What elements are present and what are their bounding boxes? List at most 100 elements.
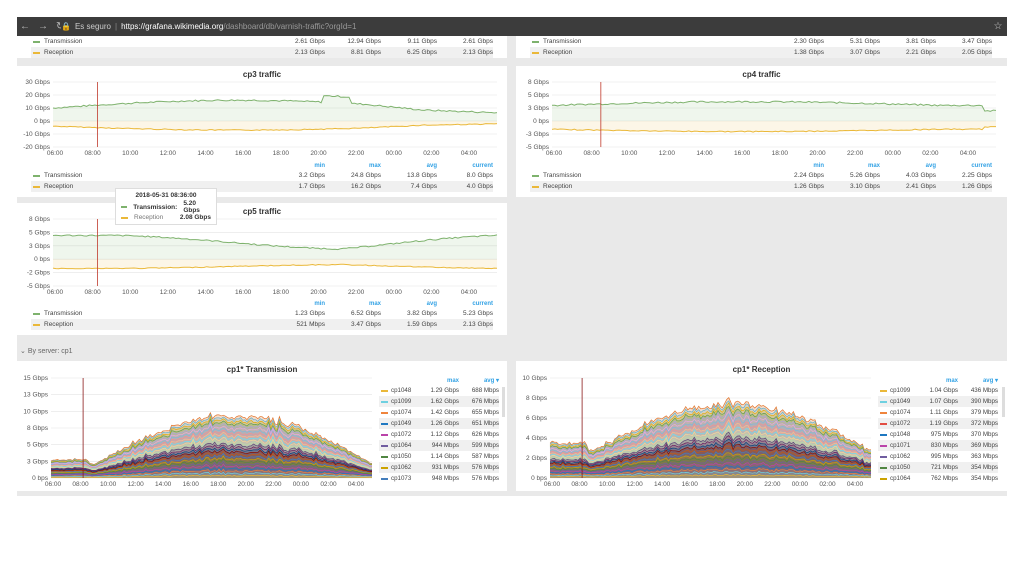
legend-row-cp1048[interactable]: cp1048 975 Mbps 370 Mbps	[878, 429, 998, 440]
chart-svg[interactable]: 15 Gbps 13 Gbps 10 Gbps 8 Gbps 5 Gbps 3 Gbps 0…	[21, 375, 376, 488]
y-tick-label: 15 Gbps	[23, 375, 48, 382]
legend-current-value: 3.47 Gbps	[962, 38, 992, 45]
legend-row-cp1071[interactable]: cp1071 830 Mbps 369 Mbps	[878, 440, 998, 451]
x-tick-label: 02:00	[423, 150, 440, 157]
legend-row-cp1072[interactable]: cp1072 1.12 Gbps 626 Mbps	[379, 429, 499, 440]
legend-max-value: 5.31 Gbps	[850, 38, 880, 45]
back-icon[interactable]: ←	[20, 21, 30, 32]
y-tick-label: 0 bps	[32, 475, 49, 482]
row-toggle-cp1[interactable]: ⌄ By server: cp1	[20, 347, 73, 355]
address-bar[interactable]: 🔒 Es seguro | https://grafana.wikimedia.…	[61, 19, 989, 34]
legend-max-value: 1.07 Gbps	[929, 398, 958, 405]
transmission-line	[551, 100, 997, 112]
legend-row-cp1072[interactable]: cp1072 1.19 Gbps 372 Mbps	[878, 418, 998, 429]
legend-row-cp1064[interactable]: cp1064 762 Mbps 354 Mbps	[878, 473, 998, 484]
chart-svg[interactable]: 30 Gbps 20 Gbps 10 Gbps 0 bps -10 Gbps -20 Gb…	[21, 79, 501, 157]
legend-max-value: 1.12 Gbps	[430, 431, 459, 438]
legend-row-transmission[interactable]: Transmission 2.61 Gbps 12.94 Gbps 9.11 Gbps…	[31, 36, 493, 47]
legend-max-value: 3.07 Gbps	[850, 49, 880, 56]
legend-row-transmission[interactable]: Transmission 3.2 Gbps 24.8 Gbps 13.8 Gbps 8.…	[31, 170, 493, 181]
legend-row-cp1074[interactable]: cp1074 1.11 Gbps 379 Mbps	[878, 407, 998, 418]
legend-row-reception[interactable]: Reception 1.26 Gbps 3.10 Gbps 2.41 Gbps 1.26…	[530, 181, 992, 192]
panel-title[interactable]: cp3 traffic	[242, 70, 282, 79]
series-swatch	[880, 389, 887, 392]
legend-min-value: 1.7 Gbps	[298, 183, 325, 190]
series-name: cp1049	[890, 398, 911, 405]
stacked-series-line	[549, 402, 872, 454]
legend-max-value: 5.26 Gbps	[850, 172, 880, 179]
stacked-series-line	[50, 450, 373, 474]
legend-row-reception[interactable]: Reception 2.13 Gbps 8.81 Gbps 6.25 Gbps 2.13…	[31, 47, 493, 58]
browser-nav: ← → ↻	[17, 21, 64, 32]
panel-title[interactable]: cp4 traffic	[742, 70, 781, 79]
x-tick-label: 18:00	[273, 150, 290, 157]
legend-min-value: 2.13 Gbps	[295, 49, 325, 56]
cp3-traffic-chart[interactable]: 30 Gbps 20 Gbps 10 Gbps 0 bps -10 Gbps -20 Gb…	[21, 79, 501, 157]
legend-max-value: 3.10 Gbps	[850, 183, 880, 190]
legend-row-reception[interactable]: Reception 1.38 Gbps 3.07 Gbps 2.21 Gbps 2.05…	[530, 47, 992, 58]
legend: Transmission 2.61 Gbps 12.94 Gbps 9.11 Gbps…	[31, 36, 493, 58]
series-name: cp1062	[391, 464, 412, 471]
cp5-traffic-chart[interactable]: 8 Gbps 5 Gbps 3 Gbps 0 bps -2 Gbps -5 Gbps 06:…	[21, 216, 501, 296]
legend-row-transmission[interactable]: Transmission 2.24 Gbps 5.26 Gbps 4.03 Gbps 2…	[530, 170, 992, 181]
x-tick-label: 22:00	[265, 481, 282, 488]
top-left-legend-panel: Transmission 2.61 Gbps 12.94 Gbps 9.11 Gbps…	[17, 36, 507, 58]
legend-row-transmission[interactable]: Transmission 2.30 Gbps 5.31 Gbps 3.81 Gbps 3…	[530, 36, 992, 47]
legend-scrollbar[interactable]	[1002, 387, 1005, 417]
chart-svg[interactable]: 8 Gbps 5 Gbps 3 Gbps 0 bps -3 Gbps -5 Gbps06:…	[520, 79, 1000, 157]
chart-svg[interactable]: 8 Gbps 5 Gbps 3 Gbps 0 bps -2 Gbps -5 Gbps06:…	[21, 216, 501, 296]
legend-row-cp1073[interactable]: cp1073 948 Mbps 576 Mbps	[379, 473, 499, 484]
stacked-series-line	[50, 441, 373, 471]
legend-row-cp1074[interactable]: cp1074 1.42 Gbps 655 Mbps	[379, 407, 499, 418]
x-tick-label: 22:00	[847, 150, 864, 157]
panel-title[interactable]: cp1* Transmission	[226, 365, 298, 374]
legend-header-current: current	[472, 300, 493, 307]
series-name: cp1064	[890, 475, 911, 482]
x-tick-label: 14:00	[155, 481, 172, 488]
legend-max-value: 975 Mbps	[930, 431, 958, 438]
legend-row-reception[interactable]: Reception 521 Mbps 3.47 Gbps 1.59 Gbps 2.13 …	[31, 319, 493, 330]
legend-row-cp1050[interactable]: cp1050 721 Mbps 354 Mbps	[878, 462, 998, 473]
legend-scrollbar[interactable]	[502, 387, 505, 417]
x-tick-label: 00:00	[792, 481, 809, 488]
legend-row-reception[interactable]: Reception 1.7 Gbps 16.2 Gbps 7.4 Gbps 4.0 Gb…	[31, 181, 493, 192]
series-swatch	[33, 174, 40, 177]
series-swatch	[880, 411, 887, 414]
x-tick-label: 10:00	[621, 150, 638, 157]
legend-row-cp1062[interactable]: cp1062 931 Mbps 576 Mbps	[379, 462, 499, 473]
secure-label: Es seguro	[74, 22, 111, 31]
cp4-traffic-chart[interactable]: 8 Gbps 5 Gbps 3 Gbps 0 bps -3 Gbps -5 Gbps 06:…	[520, 79, 1000, 157]
cp1-transmission-chart[interactable]: 15 Gbps 13 Gbps 10 Gbps 8 Gbps 5 Gbps 3 Gbps 0…	[21, 375, 376, 488]
legend-row-transmission[interactable]: Transmission 1.23 Gbps 6.52 Gbps 3.82 Gbps 5…	[31, 308, 493, 319]
panel-title[interactable]: cp1* Reception	[732, 365, 791, 374]
legend-row-cp1062[interactable]: cp1062 995 Mbps 363 Mbps	[878, 451, 998, 462]
series-name: cp1074	[890, 409, 911, 416]
legend-row-cp1099[interactable]: cp1099 1.62 Gbps 676 Mbps	[379, 396, 499, 407]
series-swatch	[880, 433, 887, 436]
url-domain: https://grafana.wikimedia.org	[121, 22, 224, 31]
legend-row-cp1099[interactable]: cp1099 1.04 Gbps 436 Mbps	[878, 385, 998, 396]
cp1-reception-chart[interactable]: 10 Gbps 8 Gbps 6 Gbps 4 Gbps 2 Gbps 0 bps 06:0…	[520, 375, 875, 488]
legend-row-cp1049[interactable]: cp1049 1.26 Gbps 651 Mbps	[379, 418, 499, 429]
legend-max-value: 830 Mbps	[930, 442, 958, 449]
legend-row-cp1048[interactable]: cp1048 1.29 Gbps 688 Mbps	[379, 385, 499, 396]
stacked-series-line	[50, 415, 372, 466]
legend-header-avg: avg ▾	[982, 378, 998, 384]
legend-row-cp1049[interactable]: cp1049 1.07 Gbps 390 Mbps	[878, 396, 998, 407]
bookmark-star-icon[interactable]: ☆	[993, 21, 1003, 32]
y-tick-label: 30 Gbps	[25, 79, 50, 86]
y-tick-label: -2 Gbps	[27, 270, 51, 277]
legend-max-value: 762 Mbps	[930, 475, 958, 482]
browser-toolbar: ← → ↻ 🔒 Es seguro | https://grafana.wiki…	[17, 17, 1007, 36]
panel-title[interactable]: cp5 traffic	[242, 207, 282, 216]
reload-icon[interactable]: ↻	[56, 21, 64, 32]
stacked-series-line	[50, 460, 373, 476]
chart-svg[interactable]: 10 Gbps 8 Gbps 6 Gbps 4 Gbps 2 Gbps 0 bps06:0…	[520, 375, 875, 488]
legend-row-cp1064[interactable]: cp1064 944 Mbps 599 Mbps	[379, 440, 499, 451]
legend-max-value: 1.04 Gbps	[929, 387, 958, 394]
forward-icon[interactable]: →	[38, 21, 48, 32]
legend-max-value: 1.14 Gbps	[430, 453, 459, 460]
legend-row-cp1050[interactable]: cp1050 1.14 Gbps 587 Mbps	[379, 451, 499, 462]
legend-header-max: max	[867, 162, 880, 169]
stacked-series-line	[50, 466, 372, 477]
